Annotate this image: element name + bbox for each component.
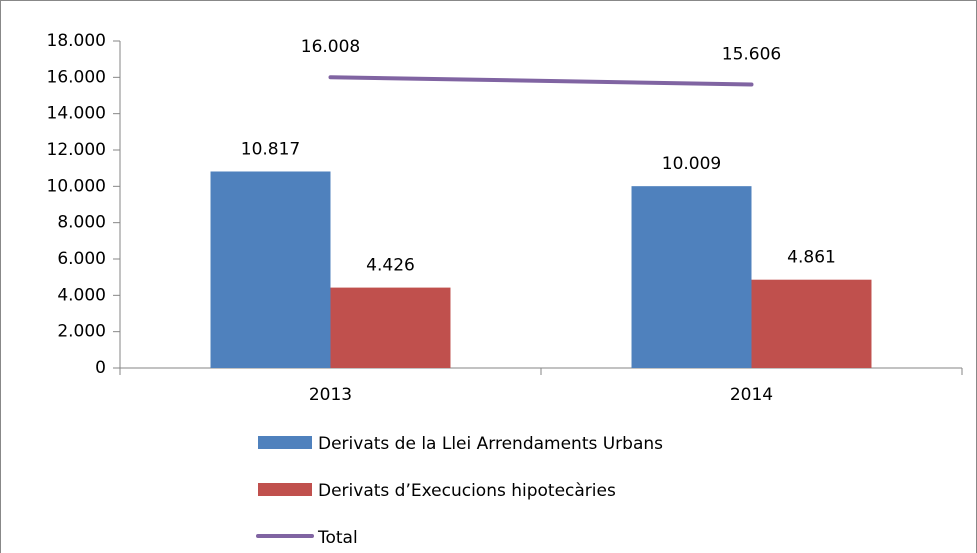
- line-series: [328, 75, 754, 87]
- x-tick-label: 2013: [309, 385, 352, 405]
- bar: [751, 279, 872, 368]
- y-tick-label: 18.000: [47, 31, 106, 51]
- y-tick-label: 6.000: [57, 249, 106, 269]
- data-label: 10.009: [662, 154, 721, 174]
- y-tick-label: 0: [95, 358, 106, 378]
- data-label: 16.008: [301, 37, 360, 57]
- legend-label: Total: [317, 528, 358, 548]
- y-tick-label: 2.000: [57, 322, 106, 342]
- y-tick-label: 10.000: [47, 176, 106, 196]
- x-tick-label: 2014: [730, 385, 773, 405]
- data-label: 15.606: [722, 44, 781, 64]
- y-tick-label: 14.000: [47, 104, 106, 124]
- bar: [631, 186, 752, 368]
- y-tick-label: 4.000: [57, 285, 106, 305]
- legend-label: Derivats d’Execucions hipotecàries: [318, 481, 616, 501]
- legend-label: Derivats de la Llei Arrendaments Urbans: [318, 434, 663, 454]
- data-label: 4.426: [366, 256, 415, 276]
- bar: [330, 287, 451, 368]
- y-tick-label: 16.000: [47, 67, 106, 87]
- data-label: 4.861: [787, 248, 836, 268]
- y-tick-label: 8.000: [57, 213, 106, 233]
- data-label: 10.817: [241, 139, 300, 159]
- legend-swatch: [258, 436, 312, 449]
- bar: [210, 171, 331, 368]
- legend-swatch: [258, 483, 312, 496]
- y-tick-label: 12.000: [47, 140, 106, 160]
